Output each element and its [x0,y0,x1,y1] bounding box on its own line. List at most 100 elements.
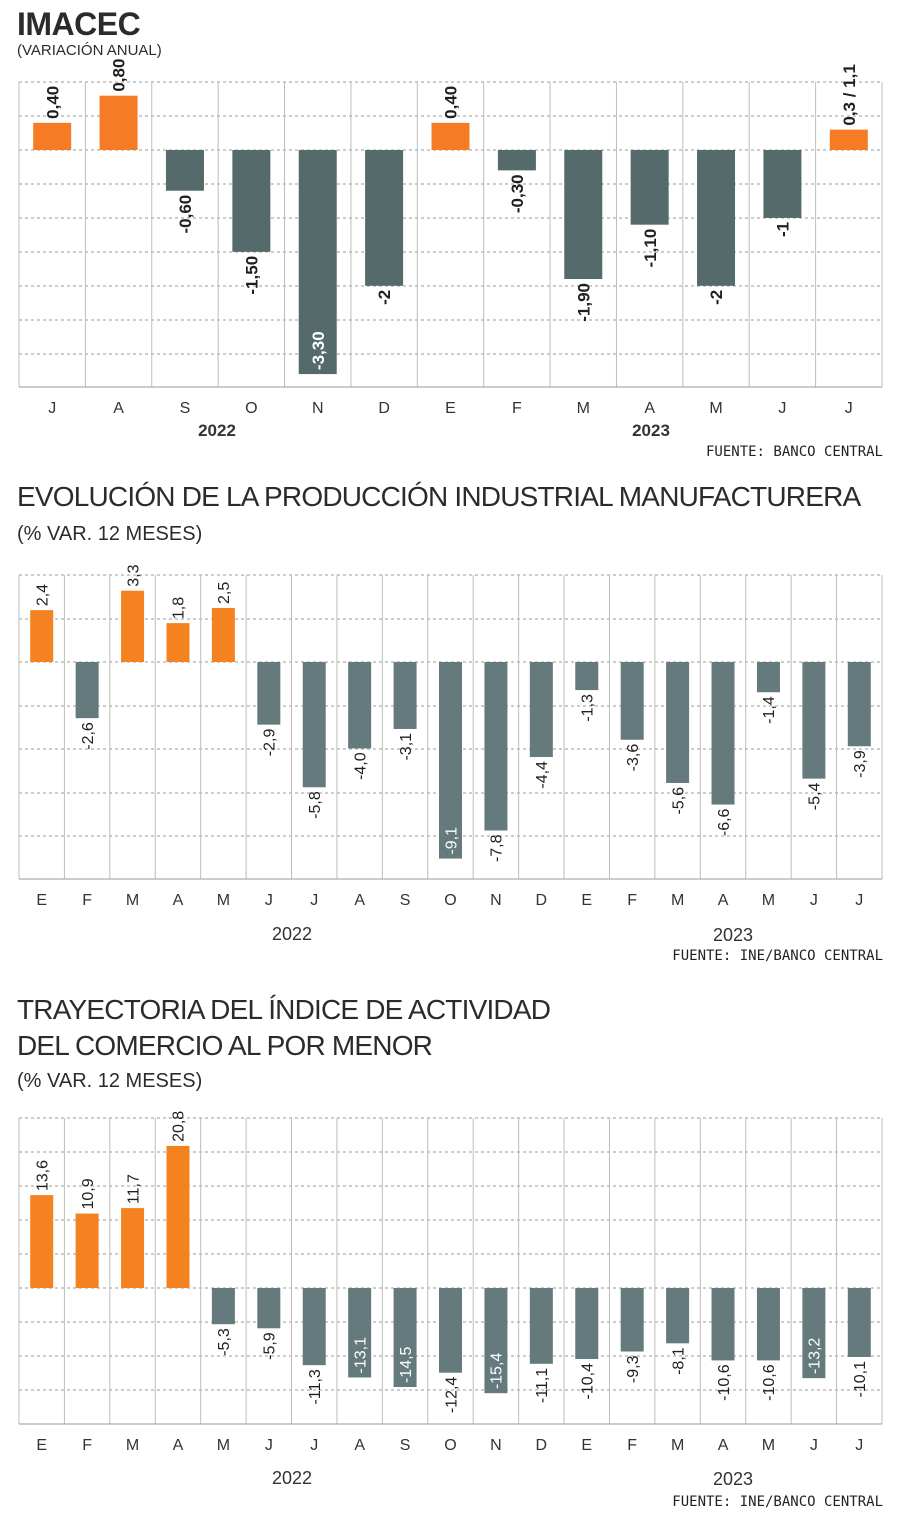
data-label-15: -8,1 [670,1347,687,1375]
category-label-14: F [627,892,637,909]
category-label-12: D [536,1437,548,1454]
data-label-1: 0,40 [43,86,62,119]
bar-12 [529,662,553,758]
bar-16 [711,1288,735,1361]
category-label-7: E [445,400,456,417]
bar-15 [666,662,690,783]
category-label-16: A [718,1437,729,1454]
bar-17 [756,662,780,693]
category-label-17: M [762,892,775,909]
bar-10 [439,662,462,859]
bar-12 [529,1288,553,1364]
data-label-1: 13,6 [34,1160,51,1191]
bar-18 [802,662,826,779]
data-label-2: 10,9 [80,1178,97,1209]
data-label-2: -2,6 [80,722,97,750]
bar-2 [99,95,138,150]
comercio-title-line2: DEL COMERCIO AL POR MENOR [17,1030,433,1061]
data-label-9: -1,90 [574,283,593,322]
category-label-8: A [354,1437,365,1454]
category-label-10: O [444,892,456,909]
data-label-4: -1,50 [242,256,261,295]
bar-7 [302,1288,326,1366]
year-label-2022: 2022 [272,924,312,944]
bar-9 [393,1288,417,1388]
category-label-4: O [245,400,257,417]
data-label-17: -10,6 [761,1364,778,1401]
category-label-5: N [312,400,324,417]
category-label-8: A [354,892,365,909]
data-label-11: -7,8 [489,834,506,862]
category-label-8: F [512,400,522,417]
data-label-9: -3,1 [398,733,415,761]
data-label-13: -10,4 [580,1363,597,1400]
data-label-15: -5,6 [670,787,687,815]
data-label-3: -0,60 [176,195,195,234]
data-label-5: 2,5 [216,582,233,604]
data-label-8: -13,1 [352,1337,369,1374]
data-label-4: 20,8 [171,1111,188,1142]
year-label-2022: 2022 [272,1468,312,1488]
category-label-7: J [310,1437,318,1454]
data-label-11: -15,4 [489,1353,506,1390]
category-label-5: M [217,1437,230,1454]
data-label-19: -3,9 [852,750,869,778]
data-label-7: -11,3 [307,1369,324,1404]
category-label-11: N [490,892,502,909]
bar-2 [75,662,99,719]
category-label-2: F [82,1437,92,1454]
bar-8 [348,1288,372,1378]
comercio-subtitle: (% VAR. 12 MESES) [17,1070,203,1092]
bar-11 [697,150,736,286]
data-label-3: 11,7 [125,1174,142,1204]
bar-8 [497,150,536,171]
data-label-10: -9,1 [443,827,460,855]
category-label-3: S [180,400,191,417]
bar-16 [711,662,735,805]
comercio-source: FUENTE: INE/BANCO CENTRAL [672,1494,883,1510]
bar-10 [439,1288,462,1373]
bar-3 [165,150,204,191]
data-label-8: -0,30 [508,174,527,213]
category-label-13: E [581,892,592,909]
data-label-16: -10,6 [716,1364,733,1401]
bar-4 [166,623,190,662]
data-label-11: -2 [707,290,726,305]
category-label-6: J [265,1437,273,1454]
category-label-6: D [378,400,390,417]
bar-4 [232,150,271,252]
category-label-15: M [671,892,684,909]
category-label-1: E [36,892,47,909]
data-label-16: -6,6 [716,808,733,836]
bar-6 [365,150,404,286]
category-label-7: J [310,892,318,909]
data-label-13: 0,3 / 1,1 [840,64,859,125]
category-label-3: M [126,892,139,909]
year-label-2023: 2023 [713,925,753,945]
bar-19 [847,1288,871,1357]
category-label-1: J [48,400,56,417]
bar-15 [666,1288,690,1344]
data-label-6: -5,9 [262,1332,279,1360]
bar-11 [484,1288,508,1394]
bar-6 [257,662,281,725]
imacec-source: FUENTE: BANCO CENTRAL [705,444,883,460]
data-label-14: -3,6 [625,744,642,772]
data-label-4: 1,8 [171,597,188,619]
category-label-15: M [671,1437,684,1454]
category-label-10: A [644,400,655,417]
data-label-5: -3,30 [309,331,328,370]
data-label-18: -5,4 [807,783,824,811]
industrial-subtitle: (% VAR. 12 MESES) [17,523,203,545]
bar-1 [30,1195,54,1288]
bar-5 [298,150,337,375]
bar-3 [121,1208,145,1288]
year-label-2023: 2023 [713,1469,753,1489]
bar-5 [211,1288,235,1325]
category-label-10: O [444,1437,456,1454]
bar-14 [620,662,644,740]
bar-11 [484,662,508,831]
data-label-19: -10,1 [852,1361,869,1398]
category-label-9: M [577,400,590,417]
comercio-title-line1: TRAYECTORIA DEL ÍNDICE DE ACTIVIDAD [17,994,551,1025]
